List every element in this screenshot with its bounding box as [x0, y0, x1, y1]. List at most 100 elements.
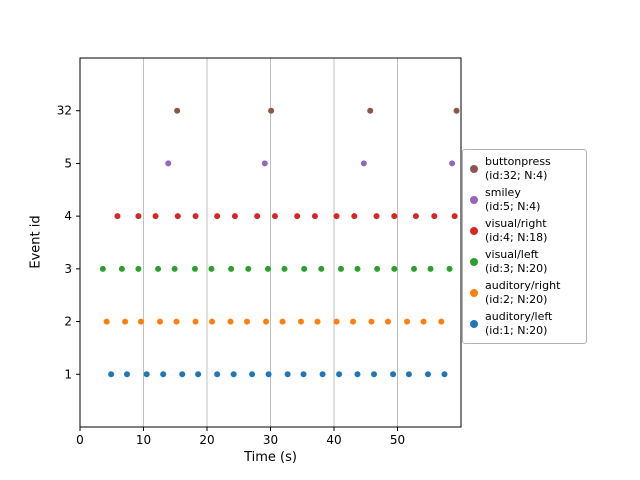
event-marker: [108, 371, 115, 378]
event-marker: [318, 265, 325, 272]
event-marker: [314, 318, 321, 325]
event-marker: [405, 371, 412, 378]
legend-item-count: (id:1; N:20): [485, 324, 548, 337]
event-marker: [441, 371, 448, 378]
event-marker: [171, 265, 178, 272]
event-marker: [208, 265, 215, 272]
event-marker: [411, 265, 418, 272]
legend-marker-icon: [470, 227, 478, 235]
y-tick-label: 5: [64, 156, 72, 170]
event-marker: [404, 318, 411, 325]
legend-item-name: smiley: [485, 186, 521, 199]
event-marker: [249, 371, 256, 378]
event-marker: [174, 107, 181, 114]
legend-item-label: smiley (id:5; N:4): [485, 186, 540, 214]
legend-item-name: visual/right: [485, 217, 547, 230]
event-marker: [191, 265, 198, 272]
legend-marker-icon: [470, 320, 478, 328]
event-marker: [214, 371, 221, 378]
legend-item-label: visual/left (id:3; N:20): [485, 248, 547, 276]
legend-item: auditory/left (id:1; N:20): [470, 310, 578, 338]
event-marker: [300, 371, 307, 378]
legend-item: auditory/right (id:2; N:20): [470, 279, 578, 307]
event-marker: [354, 265, 361, 272]
event-marker: [173, 318, 180, 325]
event-marker: [263, 318, 270, 325]
y-tick-label: 2: [64, 315, 72, 329]
event-marker: [230, 371, 237, 378]
event-marker: [281, 265, 288, 272]
event-marker: [231, 213, 238, 220]
legend-item-name: buttonpress: [485, 155, 551, 168]
event-marker: [192, 318, 199, 325]
legend-item-count: (id:4; N:18): [485, 231, 548, 244]
y-tick-label: 32: [57, 104, 72, 118]
event-marker: [265, 371, 272, 378]
event-marker: [271, 213, 278, 220]
event-marker: [143, 371, 150, 378]
event-marker: [371, 371, 378, 378]
event-marker: [155, 265, 162, 272]
event-marker: [297, 318, 304, 325]
event-marker: [122, 318, 129, 325]
legend-item: visual/left (id:3; N:20): [470, 248, 578, 276]
event-marker: [350, 318, 357, 325]
event-marker: [118, 265, 125, 272]
legend: buttonpress (id:32; N:4) smiley (id:5; N:4)…: [462, 149, 587, 344]
event-marker: [427, 265, 434, 272]
event-marker: [195, 371, 202, 378]
event-marker: [135, 265, 142, 272]
event-marker: [384, 318, 391, 325]
legend-marker-icon: [470, 196, 478, 204]
event-marker: [391, 213, 398, 220]
event-marker: [160, 371, 167, 378]
event-marker: [294, 213, 301, 220]
event-marker: [420, 318, 427, 325]
event-marker: [245, 265, 252, 272]
event-marker: [137, 318, 144, 325]
event-marker: [319, 371, 326, 378]
legend-item-name: visual/left: [485, 248, 539, 261]
legend-item-label: buttonpress (id:32; N:4): [485, 155, 551, 183]
event-marker: [333, 213, 340, 220]
legend-item-count: (id:3; N:20): [485, 262, 548, 275]
y-tick-label: 4: [64, 209, 72, 223]
event-marker: [412, 213, 419, 220]
event-marker: [438, 318, 445, 325]
event-marker: [103, 318, 110, 325]
event-marker: [391, 265, 398, 272]
event-marker: [261, 160, 268, 167]
x-tick-label: 10: [136, 433, 151, 447]
event-marker: [264, 265, 271, 272]
event-marker: [268, 107, 275, 114]
event-marker: [284, 371, 291, 378]
event-marker: [179, 371, 186, 378]
event-marker: [390, 371, 397, 378]
event-marker: [449, 160, 456, 167]
x-tick-label: 20: [199, 433, 214, 447]
event-marker: [431, 213, 438, 220]
x-tick-label: 50: [390, 433, 405, 447]
legend-item-count: (id:5; N:4): [485, 200, 541, 213]
y-tick-label: 1: [64, 367, 72, 381]
event-marker: [337, 265, 344, 272]
event-marker: [373, 213, 380, 220]
event-marker: [209, 318, 216, 325]
legend-item: smiley (id:5; N:4): [470, 186, 578, 214]
event-marker: [360, 160, 367, 167]
event-marker: [135, 213, 142, 220]
event-marker: [99, 265, 106, 272]
event-marker: [279, 318, 286, 325]
legend-item: buttonpress (id:32; N:4): [470, 155, 578, 183]
event-marker: [152, 213, 159, 220]
event-marker: [424, 371, 431, 378]
event-marker: [368, 318, 375, 325]
x-tick-label: 0: [76, 433, 84, 447]
legend-item-name: auditory/left: [485, 310, 553, 323]
legend-marker-icon: [470, 165, 478, 173]
legend-item: visual/right (id:4; N:18): [470, 217, 578, 245]
x-tick-label: 30: [263, 433, 278, 447]
event-marker: [336, 371, 343, 378]
event-marker: [157, 318, 164, 325]
